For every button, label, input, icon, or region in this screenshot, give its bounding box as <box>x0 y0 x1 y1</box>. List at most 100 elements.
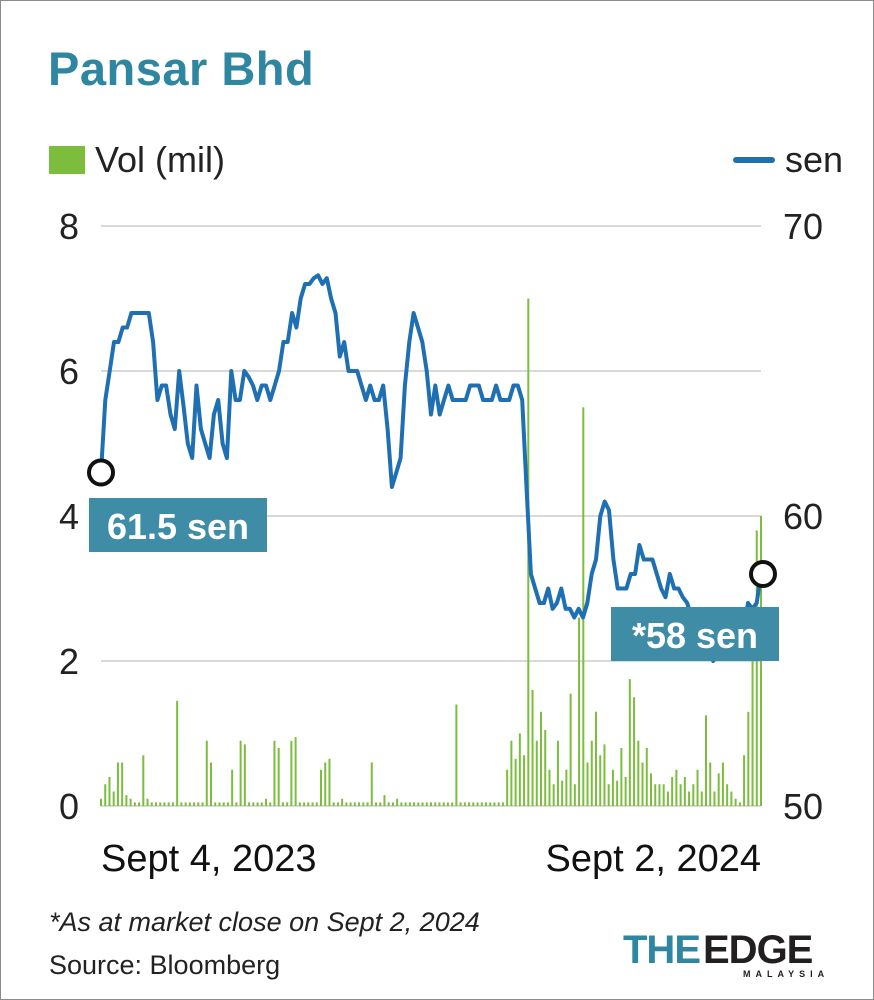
volume-bar <box>370 762 373 806</box>
volume-bar <box>226 802 229 806</box>
volume-bar <box>417 802 420 806</box>
volume-bar <box>404 802 407 806</box>
volume-bar <box>582 407 585 806</box>
volume-bar <box>421 802 424 806</box>
volume-bar <box>620 748 623 806</box>
volume-bar <box>514 758 517 806</box>
legend-volume-label: Vol (mil) <box>95 139 226 180</box>
volume-bar <box>425 802 428 806</box>
chart-title: Pansar Bhd <box>48 42 315 95</box>
volume-bar <box>662 784 665 806</box>
volume-bar <box>747 711 750 806</box>
volume-bar <box>210 762 212 806</box>
volume-bar <box>556 740 559 806</box>
end-callout-label: *58 sen <box>632 615 758 656</box>
volume-bar <box>485 802 487 806</box>
volume-bar <box>679 784 682 806</box>
volume-bar <box>345 802 348 806</box>
volume-bar <box>362 802 365 806</box>
volume-bar <box>303 802 306 806</box>
volume-bar <box>260 802 263 806</box>
volume-bar <box>726 784 729 806</box>
volume-bar <box>442 802 445 806</box>
start-callout-box <box>89 498 267 552</box>
volume-bar <box>383 795 386 806</box>
volume-bar <box>595 711 597 806</box>
volume-bar <box>108 777 111 806</box>
footnote: *As at market close on Sept 2, 2024 <box>49 907 480 937</box>
legend-price: sen <box>732 139 843 181</box>
volume-bar <box>434 802 437 806</box>
volume-bar <box>561 780 564 806</box>
volume-bar <box>256 802 259 806</box>
volume-bar <box>121 762 124 806</box>
volume-bar <box>171 802 174 806</box>
legend-price-label: sen <box>784 139 843 180</box>
volume-bar <box>544 729 547 806</box>
volume-bar <box>518 733 521 806</box>
volume-bar <box>709 762 712 806</box>
volume-bar <box>599 755 602 806</box>
volume-bar <box>205 740 208 806</box>
volume-bar <box>265 798 267 806</box>
volume-bar <box>353 802 356 806</box>
volume-bar <box>506 769 509 806</box>
volume-bar <box>650 773 652 806</box>
volume-bar <box>366 802 369 806</box>
volume-bar <box>446 802 449 806</box>
start-callout-label: 61.5 sen <box>107 506 249 547</box>
volume-bar <box>269 802 272 806</box>
volume-bar <box>290 740 293 806</box>
volume-bar <box>755 530 758 806</box>
volume-bar <box>751 610 754 806</box>
volume-bar <box>197 802 200 806</box>
logo-the: THE <box>623 928 700 972</box>
volume-bar <box>277 748 280 806</box>
volume-bar <box>112 791 115 806</box>
volume-bar <box>349 802 352 806</box>
volume-bar <box>700 791 703 806</box>
the-edge-logo: THE EDGE MALAYSIA <box>623 928 824 979</box>
end-callout-box <box>611 607 779 661</box>
chart-plot: 61.5 sen *58 sen 0 2 4 6 8 50 60 70 Sept 4, 202… <box>59 206 823 880</box>
volume-bar <box>472 802 475 806</box>
volume-bar <box>176 700 179 806</box>
volume-bar <box>336 802 339 806</box>
volume-bar <box>231 769 234 806</box>
volume-bar <box>540 711 542 806</box>
end-price-callout: *58 sen <box>611 607 779 661</box>
volume-bar <box>489 802 492 806</box>
volume-bar <box>696 769 699 806</box>
right-axis-tick: 70 <box>783 206 823 247</box>
volume-bar <box>569 693 572 806</box>
volume-bar <box>717 773 720 806</box>
volume-bar <box>150 802 153 806</box>
volume-bar <box>645 748 648 806</box>
volume-bar <box>341 798 344 806</box>
volume-bar <box>658 784 661 806</box>
price-swatch <box>732 157 775 163</box>
volume-bar <box>730 791 733 806</box>
volume-bar <box>222 802 225 806</box>
volume-swatch <box>49 146 85 174</box>
volume-bar <box>688 791 691 806</box>
volume-bar <box>159 802 162 806</box>
volume-bar <box>705 715 707 806</box>
volume-bar <box>100 798 102 806</box>
volume-bar <box>721 762 724 806</box>
volume-bar <box>692 784 695 806</box>
volume-bar <box>463 802 466 806</box>
right-axis-tick: 50 <box>783 786 823 827</box>
volume-bar <box>552 784 555 806</box>
volume-bar <box>493 802 496 806</box>
volume-bar <box>633 697 636 806</box>
volume-bar <box>133 802 136 806</box>
volume-bar <box>104 784 107 806</box>
volume-bar <box>167 802 170 806</box>
volume-bar <box>311 802 314 806</box>
volume-bar <box>184 802 187 806</box>
volume-bar <box>578 617 581 806</box>
volume-bar <box>459 802 462 806</box>
volume-bar <box>654 784 657 806</box>
volume-bar <box>396 798 399 806</box>
